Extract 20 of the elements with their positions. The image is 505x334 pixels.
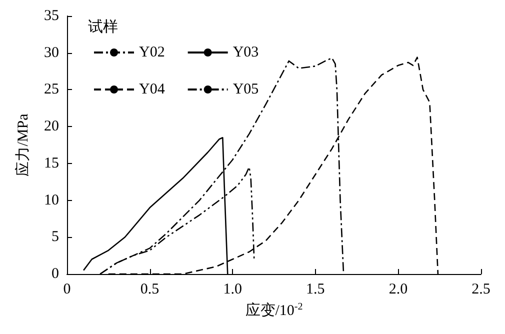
y-tick-label: 15 <box>44 155 59 172</box>
legend-label: Y05 <box>232 82 259 98</box>
y-tick-label: 35 <box>44 8 59 24</box>
legend-label: Y02 <box>139 44 165 60</box>
y-tick-label: 0 <box>52 266 59 282</box>
y-tick-label: 5 <box>52 229 59 246</box>
y-axis-title: 应力/MPa <box>14 113 32 176</box>
y-tick-label: 20 <box>44 118 59 135</box>
legend-title: 试样 <box>88 18 118 36</box>
x-tick-label: 2.5 <box>472 282 490 298</box>
x-tick-label: 1.5 <box>306 282 325 298</box>
x-tick-label: 0 <box>63 282 71 298</box>
y-tick-label: 30 <box>44 44 59 61</box>
x-tick-label: 0.5 <box>140 282 160 298</box>
x-tick-label: 1.0 <box>223 282 242 298</box>
y-tick-label: 10 <box>44 192 59 208</box>
y-tick-label: 25 <box>44 82 59 98</box>
x-tick-label: 2.0 <box>388 282 408 298</box>
legend-label: Y03 <box>232 44 259 60</box>
legend-label: Y04 <box>139 82 166 98</box>
